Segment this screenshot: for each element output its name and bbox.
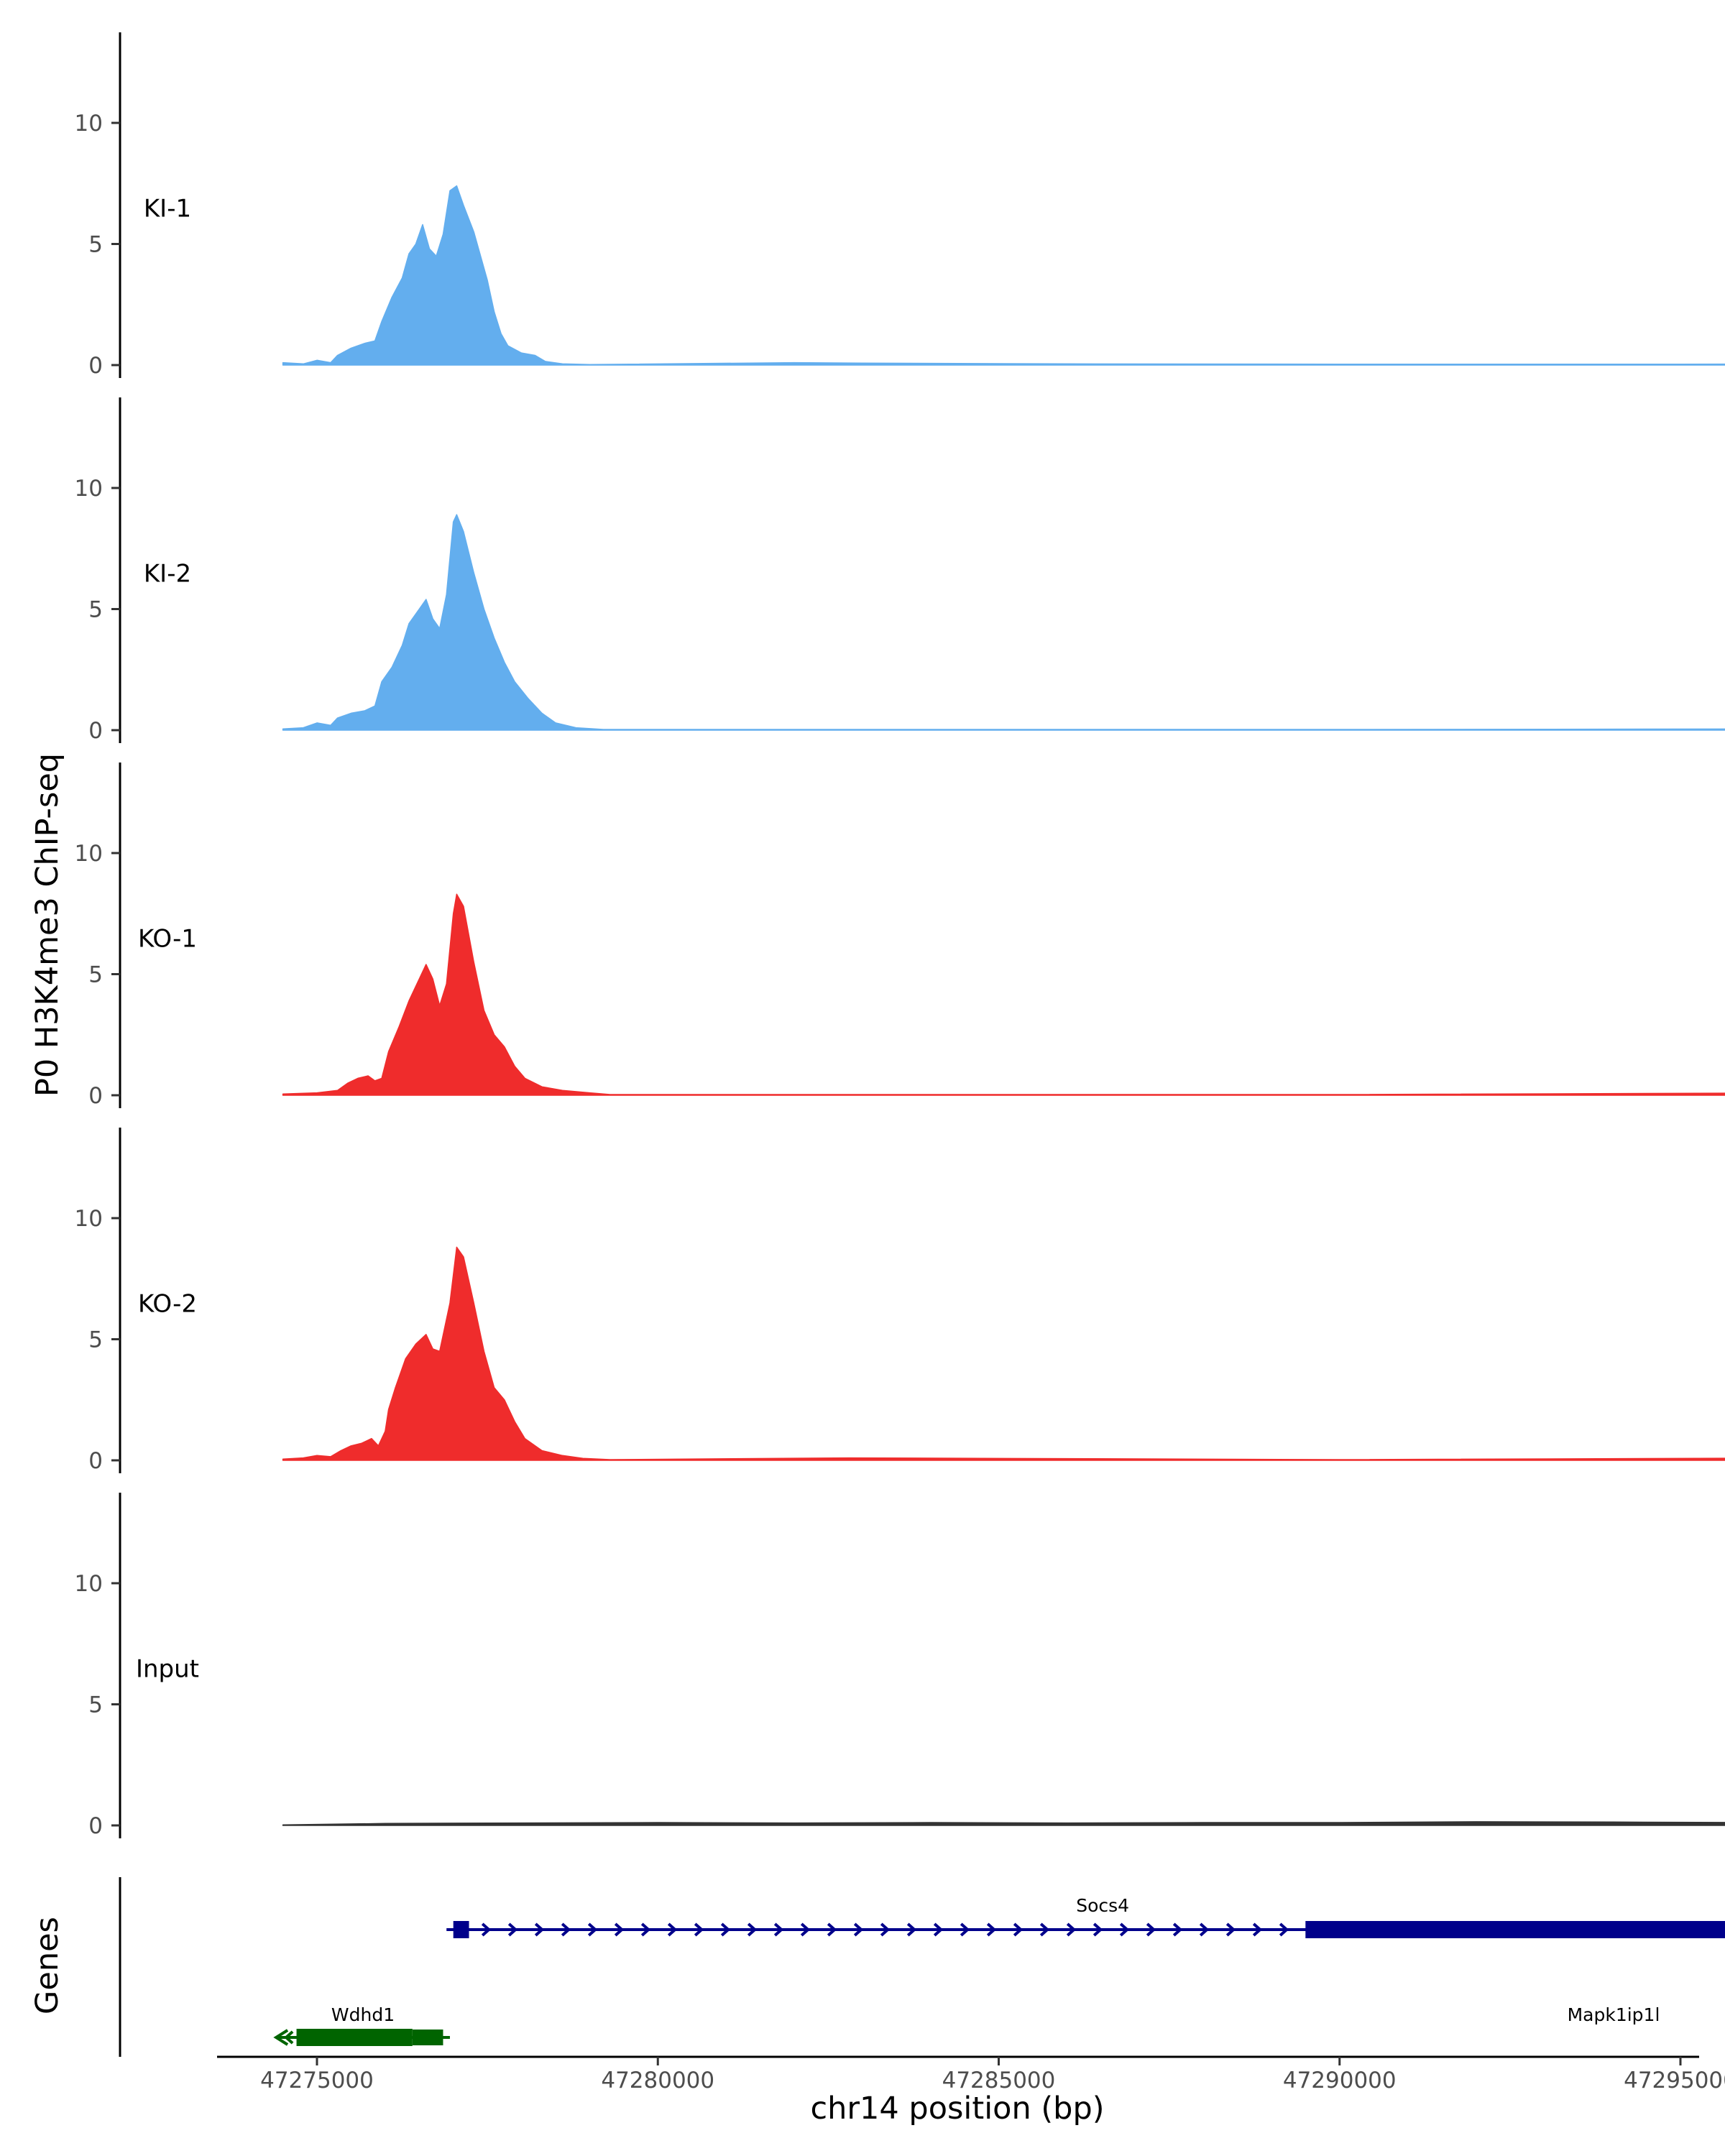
track-label-ko-1: KO-1 xyxy=(138,925,197,954)
gene-label-mapk1ip1l: Mapk1ip1l xyxy=(1568,2004,1660,2025)
signal-area-input xyxy=(282,1821,1725,1826)
track-input: 0 5 10 Input xyxy=(75,1493,1725,1839)
strand-arrow-icon xyxy=(284,2030,294,2045)
x-tick-label-47275000: 47275000 xyxy=(260,2068,374,2093)
y-tick-label-ki-2-0: 0 xyxy=(88,718,103,744)
x-axis: chr14 position (bp) 47275000 47280000 4728… xyxy=(217,2055,1725,2127)
y-tick-label-ko-2-10: 10 xyxy=(75,1206,103,1232)
track-label-ko-2: KO-2 xyxy=(138,1290,197,1319)
strand-arrow-icon xyxy=(1013,1922,1024,1937)
y-tick-label-ko-1-5: 5 xyxy=(88,962,103,988)
strand-arrow-icon xyxy=(720,1922,731,1937)
strand-arrow-icon xyxy=(587,1922,598,1937)
strand-arrow-icon xyxy=(1146,1922,1156,1937)
y-tick-label-ki-1-5: 5 xyxy=(88,232,103,258)
gene-exon-socs4 xyxy=(1305,1921,1725,1938)
strand-arrow-icon xyxy=(1199,1922,1210,1937)
strand-arrow-icon xyxy=(561,1922,571,1937)
gene-label-socs4: Socs4 xyxy=(1076,1895,1129,1916)
x-tick-label-47295000: 47295000 xyxy=(1624,2068,1725,2093)
gene-socs4: Socs4 xyxy=(446,1895,1725,1938)
strand-arrow-icon xyxy=(1092,1922,1103,1937)
track-ko-1: 0 5 10 KO-1 xyxy=(75,763,1725,1109)
track-ko-2: 0 5 10 KO-2 xyxy=(75,1128,1725,1474)
x-tick-label-47285000: 47285000 xyxy=(942,2068,1056,2093)
strand-arrow-icon xyxy=(800,1922,811,1937)
strand-arrow-icon xyxy=(960,1922,970,1937)
y-tick-label-ko-1-10: 10 xyxy=(75,841,103,867)
y-tick-label-ki-1-10: 10 xyxy=(75,111,103,137)
gene-exon-wdhd1 xyxy=(412,2030,443,2045)
strand-arrow-icon xyxy=(773,1922,784,1937)
gene-exon-socs4 xyxy=(453,1921,469,1938)
strand-arrow-icon xyxy=(614,1922,625,1937)
strand-arrow-icon xyxy=(906,1922,917,1937)
y-tick-label-ki-2-5: 5 xyxy=(88,597,103,623)
x-axis-title: chr14 position (bp) xyxy=(810,2091,1104,2127)
y-axis-title: P0 H3K4me3 ChIP-seq xyxy=(29,753,65,1097)
track-label-input: Input xyxy=(136,1655,199,1684)
y-tick-label-input-0: 0 xyxy=(88,1813,103,1839)
strand-arrow-icon xyxy=(1066,1922,1077,1937)
signal-area-ko-2 xyxy=(282,1246,1725,1461)
gene-exon-wdhd1 xyxy=(296,2029,413,2046)
gene-wdhd1: Wdhd1 xyxy=(273,2004,450,2046)
gene-mapk1ip1l: Mapk1ip1l xyxy=(1568,2004,1660,2025)
signal-area-ki-2 xyxy=(282,514,1725,731)
strand-arrow-icon xyxy=(880,1922,891,1937)
y-tick-label-ki-1-0: 0 xyxy=(88,353,103,379)
tracks-layer: 0 5 10 KI-1 0 5 10 KI-2 0 5 10 KO-1 0 5 10 KO-2 0 5 10 Inpu… xyxy=(75,32,1725,1839)
strand-arrow-icon xyxy=(933,1922,944,1937)
strand-arrow-icon xyxy=(640,1922,651,1937)
y-tick-label-ko-1-0: 0 xyxy=(88,1083,103,1109)
genes-axis-title: Genes xyxy=(29,1917,65,2014)
genes-panel: Genes Socs4 Wdhd1 Mapk1ip1l xyxy=(29,1877,1725,2057)
strand-arrow-icon xyxy=(507,1922,518,1937)
y-tick-label-ki-2-10: 10 xyxy=(75,476,103,502)
strand-arrow-icon xyxy=(694,1922,704,1937)
track-label-ki-1: KI-1 xyxy=(144,195,191,224)
y-tick-label-input-5: 5 xyxy=(88,1692,103,1718)
x-tick-label-47280000: 47280000 xyxy=(601,2068,714,2093)
track-ki-2: 0 5 10 KI-2 xyxy=(75,397,1725,744)
strand-arrow-icon xyxy=(986,1922,997,1937)
strand-arrow-icon xyxy=(481,1922,492,1937)
strand-arrow-icon xyxy=(1252,1922,1263,1937)
strand-arrow-icon xyxy=(1225,1922,1236,1937)
strand-arrow-icon xyxy=(827,1922,837,1937)
track-label-ki-2: KI-2 xyxy=(144,560,191,589)
strand-arrow-icon xyxy=(1119,1922,1130,1937)
y-tick-label-input-10: 10 xyxy=(75,1571,103,1597)
strand-arrow-icon xyxy=(747,1922,758,1937)
y-tick-label-ko-2-5: 5 xyxy=(88,1327,103,1353)
strand-arrow-icon xyxy=(534,1922,545,1937)
strand-arrow-icon xyxy=(853,1922,864,1937)
strand-arrow-icon xyxy=(1039,1922,1050,1937)
gene-label-wdhd1: Wdhd1 xyxy=(331,2004,395,2025)
track-ki-1: 0 5 10 KI-1 xyxy=(75,32,1725,379)
y-tick-label-ko-2-0: 0 xyxy=(88,1448,103,1474)
signal-area-ko-1 xyxy=(282,893,1725,1096)
strand-arrow-icon xyxy=(1279,1922,1289,1937)
signal-area-ki-1 xyxy=(282,185,1725,366)
x-tick-label-47290000: 47290000 xyxy=(1283,2068,1397,2093)
strand-arrow-icon xyxy=(273,2029,289,2046)
strand-arrow-icon xyxy=(1172,1922,1183,1937)
strand-arrow-icon xyxy=(667,1922,678,1937)
